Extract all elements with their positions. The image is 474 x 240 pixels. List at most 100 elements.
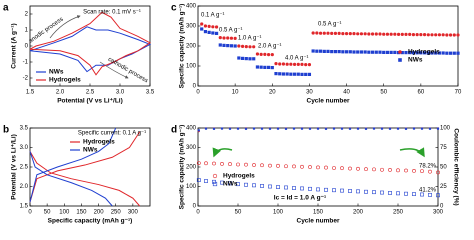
circle-marker (203, 24, 208, 28)
square-marker (370, 50, 375, 54)
square-marker (268, 127, 272, 130)
annotation: 0.1 A g⁻¹ (201, 13, 225, 19)
square-marker (348, 50, 352, 54)
square-marker (396, 127, 400, 130)
square-marker (284, 185, 288, 190)
square-marker (228, 181, 232, 186)
legend-label: NWs (49, 69, 64, 76)
circle-marker (330, 31, 334, 35)
square-marker (356, 189, 360, 194)
square-marker (344, 50, 349, 54)
circle-marker (324, 165, 328, 170)
square-marker (337, 50, 341, 54)
panel-label: d (171, 125, 177, 136)
y2-tick-label: 50 (440, 165, 447, 171)
x-tick-label: 200 (353, 210, 364, 216)
square-marker (308, 186, 312, 191)
panel-label: c (171, 3, 177, 14)
circle-marker (266, 53, 271, 57)
y-tick-label: 2.0 (20, 184, 29, 190)
legend-label: Hydrogels (83, 139, 115, 146)
square-marker (374, 50, 378, 54)
square-marker (445, 51, 449, 55)
circle-marker (456, 33, 460, 37)
square-marker (324, 127, 328, 130)
x-tick-label: 0 (28, 210, 32, 216)
y2-tick-label: 0 (440, 204, 444, 210)
annotation: 4.0 A g⁻¹ (285, 56, 309, 62)
square-marker (226, 44, 230, 48)
x-tick-label: 300 (128, 210, 139, 216)
circle-marker (252, 45, 256, 49)
circle-marker (260, 163, 264, 168)
circle-marker (348, 166, 352, 171)
circle-marker (428, 169, 432, 174)
annotation: 0.5 A g⁻¹ (318, 22, 342, 28)
square-marker (372, 190, 376, 195)
circle-marker (445, 33, 449, 37)
y-tick-label: -2 (23, 76, 29, 82)
circle-marker (352, 31, 356, 36)
circle-marker (212, 173, 218, 179)
circle-marker (344, 31, 349, 36)
square-marker (322, 49, 326, 53)
circle-marker (285, 62, 289, 66)
square-marker (211, 31, 215, 35)
x-tick-label: 150 (76, 210, 87, 216)
square-marker (276, 127, 280, 130)
circle-marker (322, 31, 326, 35)
circle-marker (240, 44, 245, 49)
x-tick-label: 50 (44, 210, 51, 216)
square-marker (300, 127, 304, 130)
square-marker (437, 51, 442, 55)
circle-marker (388, 168, 392, 172)
square-marker (300, 72, 304, 76)
x-tick-label: 1.5 (26, 90, 35, 96)
square-marker (436, 127, 440, 130)
square-marker (356, 127, 360, 130)
circle-marker (212, 161, 216, 166)
square-marker (263, 65, 267, 69)
annotation: anodic process (28, 16, 65, 44)
circle-marker (211, 25, 215, 29)
square-marker (236, 182, 240, 187)
square-marker (315, 49, 319, 53)
y-tick-label: 300 (186, 145, 197, 151)
x-tick-label: 100 (59, 210, 70, 216)
square-marker (389, 50, 393, 54)
square-marker (452, 51, 456, 55)
circle-marker (359, 32, 364, 36)
square-marker (197, 129, 200, 132)
annotation: Specific current: 0.1 A g⁻¹ (78, 131, 146, 137)
circle-marker (396, 32, 401, 37)
square-marker (274, 72, 278, 76)
circle-marker (419, 33, 423, 37)
square-marker (240, 56, 245, 60)
square-marker (316, 187, 320, 192)
circle-marker (228, 162, 232, 166)
circle-marker (252, 163, 256, 167)
y-tick-label: 300 (186, 24, 197, 30)
square-marker (412, 192, 416, 197)
left-axis-arrow (212, 147, 233, 158)
square-marker (233, 44, 237, 48)
square-marker (252, 57, 256, 61)
circle-marker (307, 63, 312, 67)
x-tick-label: 0 (196, 210, 200, 216)
square-marker (244, 57, 248, 61)
data-line (29, 11, 151, 76)
x-tick-label: 300 (433, 210, 444, 216)
y-tick-label: 200 (186, 44, 197, 50)
circle-marker (370, 32, 375, 36)
y-tick-label: 3.5 (20, 126, 29, 132)
square-marker (292, 72, 297, 76)
y-tick-label: 400 (186, 4, 197, 10)
square-marker (196, 178, 201, 182)
annotation: 41.2% (419, 188, 437, 194)
annotation: Ic = Id = 1.0 A g⁻¹ (274, 195, 326, 202)
square-marker (204, 127, 208, 130)
square-marker (364, 127, 368, 130)
x-tick-label: 250 (111, 210, 122, 216)
circle-marker (356, 166, 360, 171)
